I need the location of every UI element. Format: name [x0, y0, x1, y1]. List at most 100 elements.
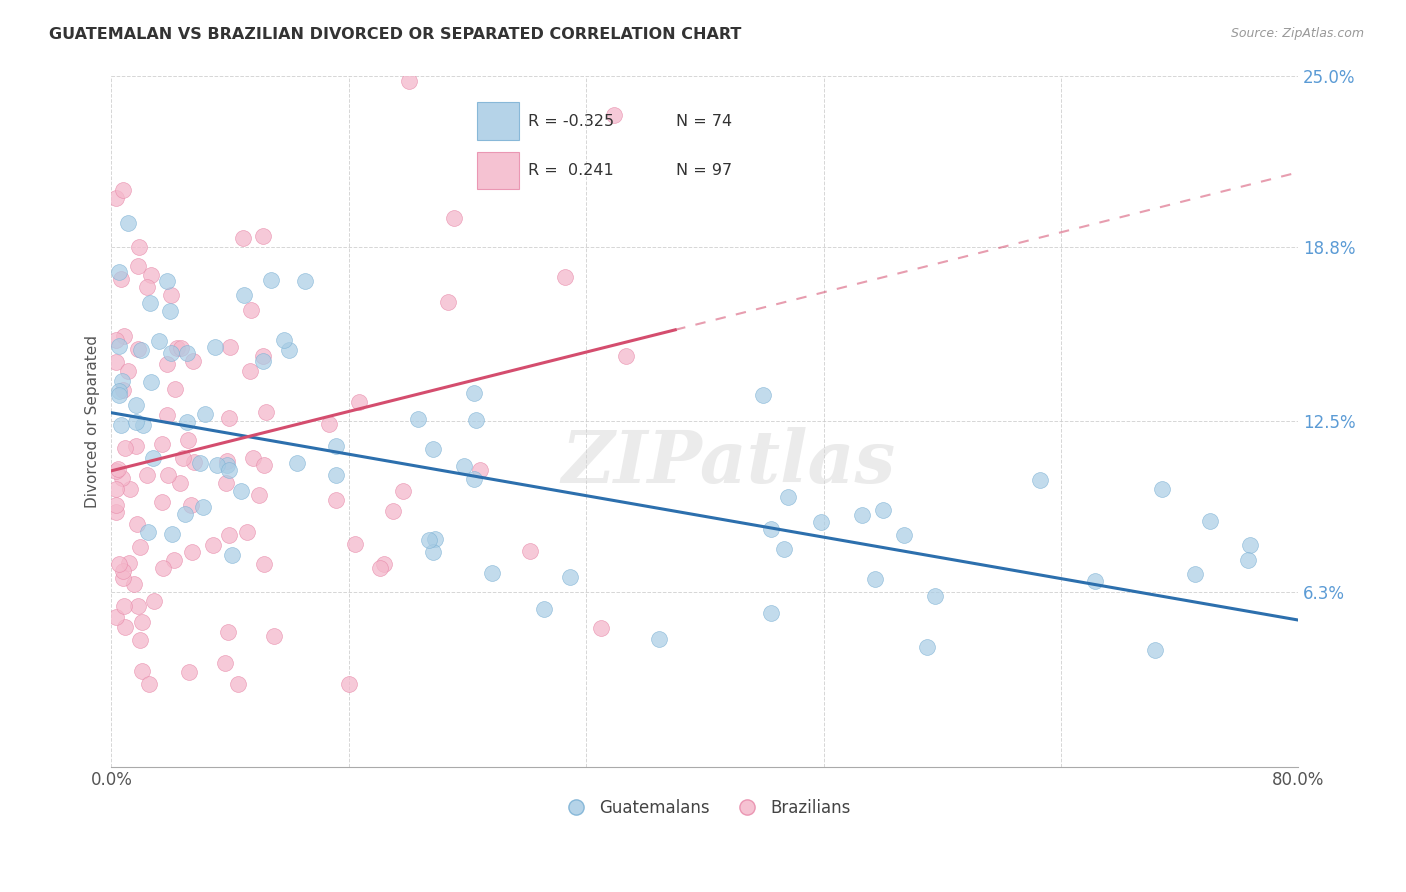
- Point: [252, 349, 274, 363]
- Point: [120, 482, 142, 496]
- Point: [273, 334, 295, 348]
- Point: [325, 468, 347, 483]
- Point: [135, 467, 157, 482]
- Point: [108, 388, 131, 402]
- Point: [152, 560, 174, 574]
- Point: [104, 610, 127, 624]
- Point: [142, 450, 165, 465]
- Point: [156, 408, 179, 422]
- Point: [851, 508, 873, 522]
- Point: [589, 621, 612, 635]
- Point: [1084, 574, 1107, 588]
- Point: [104, 333, 127, 347]
- Text: ZIPatlas: ZIPatlas: [561, 427, 896, 498]
- Point: [217, 458, 239, 472]
- Point: [318, 417, 340, 431]
- Point: [204, 340, 226, 354]
- Point: [263, 629, 285, 643]
- Point: [136, 279, 159, 293]
- Point: [759, 606, 782, 620]
- Point: [924, 590, 946, 604]
- Point: [1150, 483, 1173, 497]
- Point: [252, 354, 274, 368]
- Point: [254, 405, 277, 419]
- Legend: Guatemalans, Brazilians: Guatemalans, Brazilians: [553, 793, 858, 824]
- Point: [157, 467, 180, 482]
- Point: [112, 564, 135, 578]
- Point: [406, 412, 429, 426]
- Point: [177, 433, 200, 447]
- Point: [159, 304, 181, 318]
- Point: [138, 676, 160, 690]
- Point: [110, 417, 132, 432]
- Point: [278, 343, 301, 357]
- Point: [325, 493, 347, 508]
- Point: [191, 500, 214, 515]
- Point: [1236, 552, 1258, 566]
- Point: [325, 439, 347, 453]
- Point: [614, 350, 637, 364]
- Point: [139, 376, 162, 390]
- Point: [207, 458, 229, 473]
- Point: [180, 498, 202, 512]
- Point: [166, 341, 188, 355]
- Point: [648, 632, 671, 646]
- Point: [150, 437, 173, 451]
- Point: [170, 341, 193, 355]
- Point: [215, 476, 238, 491]
- Point: [165, 382, 187, 396]
- Point: [188, 456, 211, 470]
- Point: [232, 230, 254, 244]
- Point: [160, 526, 183, 541]
- Point: [202, 538, 225, 552]
- Point: [139, 295, 162, 310]
- Point: [337, 676, 360, 690]
- Point: [602, 108, 624, 122]
- Point: [231, 483, 253, 498]
- Point: [112, 599, 135, 613]
- Point: [776, 490, 799, 504]
- Point: [125, 415, 148, 429]
- Point: [114, 441, 136, 455]
- Point: [127, 260, 149, 274]
- Point: [136, 525, 159, 540]
- Point: [156, 274, 179, 288]
- Point: [294, 274, 316, 288]
- Point: [810, 515, 832, 529]
- Point: [259, 273, 281, 287]
- Point: [872, 503, 894, 517]
- Text: GUATEMALAN VS BRAZILIAN DIVORCED OR SEPARATED CORRELATION CHART: GUATEMALAN VS BRAZILIAN DIVORCED OR SEPA…: [49, 27, 741, 42]
- Point: [118, 557, 141, 571]
- Point: [172, 450, 194, 465]
- Point: [112, 329, 135, 343]
- Point: [181, 545, 204, 559]
- Point: [391, 483, 413, 498]
- Point: [381, 504, 404, 518]
- Point: [181, 354, 204, 368]
- Point: [443, 211, 465, 225]
- Point: [127, 343, 149, 357]
- Point: [285, 456, 308, 470]
- Point: [160, 345, 183, 359]
- Point: [232, 288, 254, 302]
- Point: [242, 450, 264, 465]
- Point: [893, 527, 915, 541]
- Point: [141, 268, 163, 282]
- Point: [373, 557, 395, 571]
- Point: [1143, 643, 1166, 657]
- Point: [104, 464, 127, 478]
- Point: [464, 412, 486, 426]
- Point: [217, 624, 239, 639]
- Point: [131, 615, 153, 630]
- Point: [463, 472, 485, 486]
- Point: [110, 272, 132, 286]
- Point: [131, 343, 153, 357]
- Point: [1184, 567, 1206, 582]
- Point: [215, 453, 238, 467]
- Point: [111, 471, 134, 485]
- Point: [218, 463, 240, 477]
- Point: [143, 593, 166, 607]
- Point: [173, 508, 195, 522]
- Point: [1029, 474, 1052, 488]
- Point: [368, 561, 391, 575]
